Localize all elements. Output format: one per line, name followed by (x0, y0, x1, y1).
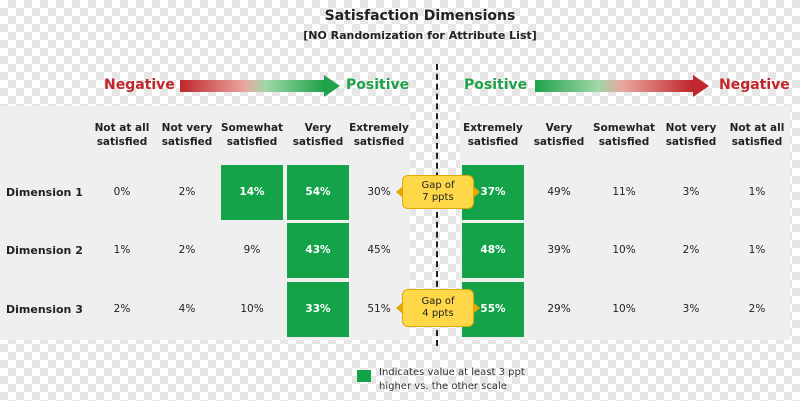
left-cell-r3-c5: 51% (367, 303, 391, 316)
left-direction-arrow (180, 75, 340, 97)
gap-callout-dimension-1: Gap of 7 ppts (396, 175, 480, 209)
chart-title: Satisfaction Dimensions (324, 8, 516, 24)
left-cell-r2-c3: 9% (243, 244, 261, 257)
left-cell-r3-c1: 2% (113, 303, 131, 316)
gap-callout-dimension-3: Gap of 4 ppts (396, 289, 480, 327)
row-label-dimension-1: Dimension 1 (6, 186, 83, 199)
right-cell-r1-c3: 11% (612, 186, 636, 199)
row-label-dimension-2: Dimension 2 (6, 244, 83, 257)
right-arrow-start-label: Positive (464, 77, 528, 93)
left-header-0: Not at all satisfied (94, 121, 150, 148)
right-cell-r3-c2: 29% (547, 303, 571, 316)
right-header-0: Extremely satisfied (463, 121, 523, 148)
right-cell-r3-c3: 10% (612, 303, 636, 316)
left-cell-r1-c5: 30% (367, 186, 391, 199)
right-cell-r1-c2: 49% (547, 186, 571, 199)
right-cell-r1-c4: 3% (682, 186, 700, 199)
chart-subtitle: [NO Randomization for Attribute List] (303, 29, 537, 42)
right-direction-arrow (535, 75, 709, 97)
right-cell-r2-c2: 39% (547, 244, 571, 257)
right-cell-r3-c5: 2% (748, 303, 766, 316)
right-cell-r1-c5: 1% (748, 186, 766, 199)
legend-text: Indicates value at least 3 ppt higher vs… (379, 367, 525, 392)
left-cell-r1-c4: 54% (287, 165, 349, 220)
legend-swatch (357, 370, 371, 382)
left-cell-r1-c3: 14% (221, 165, 283, 220)
right-cell-r2-c3: 10% (612, 244, 636, 257)
right-arrow-end-label: Negative (719, 77, 790, 93)
right-cell-r3-c4: 3% (682, 303, 700, 316)
left-cell-r1-c2: 2% (178, 186, 196, 199)
left-cell-r1-c1: 0% (113, 186, 131, 199)
left-header-4: Extremely satisfied (349, 121, 409, 148)
left-arrow-end-label: Positive (346, 77, 410, 93)
row-label-dimension-3: Dimension 3 (6, 303, 83, 316)
right-cell-r2-c4: 2% (682, 244, 700, 257)
right-header-2: Somewhat satisfied (592, 121, 656, 148)
right-cell-r2-c5: 1% (748, 244, 766, 257)
left-cell-r2-c2: 2% (178, 244, 196, 257)
left-arrow-start-label: Negative (104, 77, 175, 93)
right-header-3: Not very satisfied (665, 121, 717, 148)
left-cell-r2-c5: 45% (367, 244, 391, 257)
left-header-3: Very satisfied (292, 121, 344, 148)
left-cell-r3-c3: 10% (240, 303, 264, 316)
left-cell-r3-c2: 4% (178, 303, 196, 316)
right-header-4: Not at all satisfied (729, 121, 785, 148)
left-header-1: Not very satisfied (161, 121, 213, 148)
right-header-1: Very satisfied (533, 121, 585, 148)
right-cell-r2-c1: 48% (462, 223, 524, 278)
left-cell-r2-c1: 1% (113, 244, 131, 257)
left-cell-r3-c4: 33% (287, 282, 349, 337)
left-header-2: Somewhat satisfied (220, 121, 284, 148)
left-cell-r2-c4: 43% (287, 223, 349, 278)
